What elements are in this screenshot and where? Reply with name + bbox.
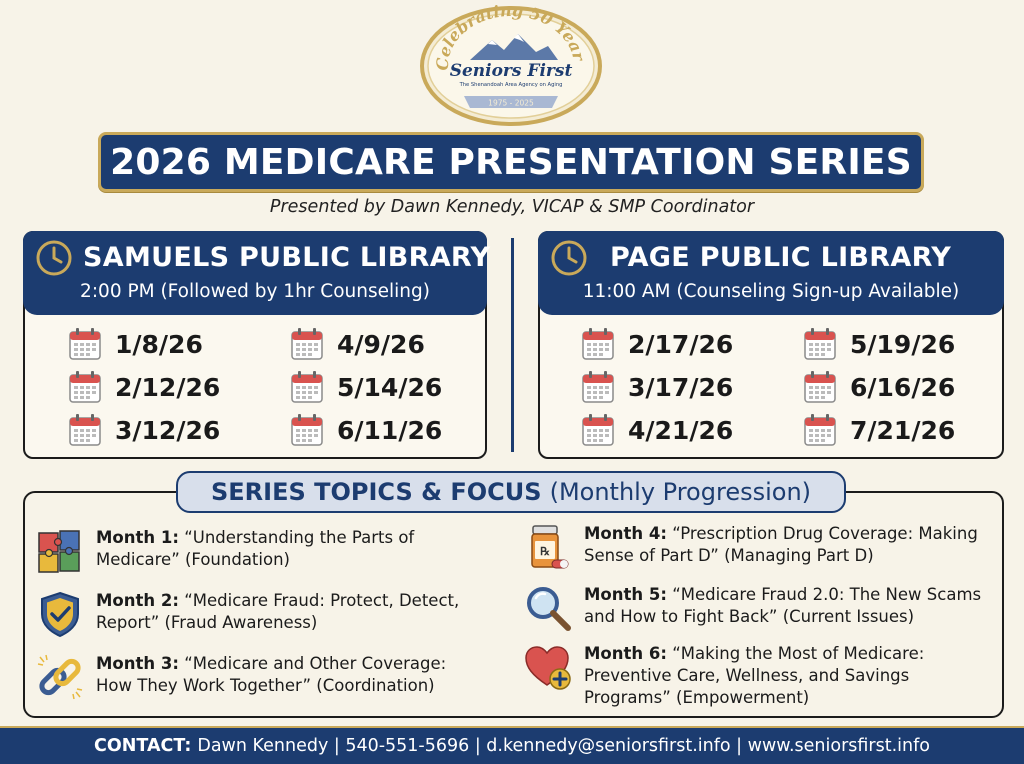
topics-heading-bold: SERIES TOPICS & FOCUS	[210, 478, 542, 506]
calendar-icon	[291, 328, 323, 360]
topic-text: “Medicare Fraud: Protect, Detect, Report…	[96, 591, 460, 632]
topic-month-label: Month 6:	[584, 644, 667, 663]
date-item: 1/8/26	[67, 325, 203, 363]
date-item: 5/19/26	[802, 325, 955, 363]
clock-icon	[551, 240, 587, 276]
calendar-icon	[69, 414, 101, 446]
contact-label: CONTACT:	[94, 736, 192, 756]
library-card-samuels: SAMUELS PUBLIC LIBRARY 2:00 PM (Followed…	[23, 231, 491, 459]
library-time: 2:00 PM (Followed by 1hr Counseling)	[80, 281, 430, 302]
date-item: 5/14/26	[289, 368, 442, 406]
calendar-icon	[804, 414, 836, 446]
library-name: SAMUELS PUBLIC LIBRARY	[83, 242, 491, 273]
chain-link-icon	[37, 654, 83, 700]
topics-heading: SERIES TOPICS & FOCUS (Monthly Progressi…	[176, 471, 846, 513]
presenter-subtitle: Presented by Dawn Kennedy, VICAP & SMP C…	[269, 197, 755, 217]
library-header: SAMUELS PUBLIC LIBRARY 2:00 PM (Followed…	[23, 231, 491, 315]
date-text: 4/21/26	[628, 415, 734, 445]
date-item: 4/9/26	[289, 325, 425, 363]
date-item: 2/12/26	[67, 368, 220, 406]
calendar-icon	[804, 371, 836, 403]
calendar-icon	[69, 328, 101, 360]
pill-bottle-icon: ℞	[531, 525, 569, 569]
date-text: 3/12/26	[115, 415, 221, 445]
title-banner: 2026 MEDICARE PRESENTATION SERIES	[98, 132, 924, 192]
topics-heading-regular: (Monthly Progression)	[549, 478, 812, 506]
contact-bar: CONTACT: Dawn Kennedy | 540-551-5696 | d…	[0, 726, 1024, 764]
calendar-icon	[582, 328, 614, 360]
calendar-icon	[291, 371, 323, 403]
date-item: 2/17/26	[580, 325, 733, 363]
logo-name: Seniors First	[450, 61, 573, 81]
library-name: PAGE PUBLIC LIBRARY	[610, 242, 952, 273]
logo-tagline: The Shenandoah Area Agency on Aging	[459, 82, 563, 88]
seniors-first-logo: Celebrating 50 Years Seniors First The S…	[418, 4, 604, 128]
calendar-icon	[69, 371, 101, 403]
date-item: 3/17/26	[580, 368, 733, 406]
date-item: 6/11/26	[289, 411, 442, 449]
topic-month-label: Month 3:	[96, 654, 179, 673]
page-title: 2026 MEDICARE PRESENTATION SERIES	[110, 141, 912, 183]
library-header: PAGE PUBLIC LIBRARY 11:00 AM (Counseling…	[538, 231, 1004, 315]
calendar-icon	[804, 328, 836, 360]
date-text: 5/14/26	[337, 372, 443, 402]
date-item: 3/12/26	[67, 411, 220, 449]
library-time: 11:00 AM (Counseling Sign-up Available)	[582, 281, 960, 302]
topic-text: “Prescription Drug Coverage: Making Sens…	[584, 524, 978, 565]
topics-panel	[23, 491, 1004, 718]
topic-text: “Medicare Fraud 2.0: The New Scams and H…	[584, 585, 982, 626]
date-list: 1/8/26 2/12/26 3/12/26 4/9/26 5/14/26 6/…	[25, 325, 485, 451]
date-text: 3/17/26	[628, 372, 734, 402]
topic-text: “Making the Most of Medicare: Preventive…	[584, 644, 925, 707]
calendar-icon	[582, 414, 614, 446]
date-text: 7/21/26	[850, 415, 956, 445]
topic-text: “Medicare and Other Coverage: How They W…	[96, 654, 447, 695]
topic-month-label: Month 5:	[584, 585, 667, 604]
date-item: 6/16/26	[802, 368, 955, 406]
date-text: 2/17/26	[628, 329, 734, 359]
date-text: 6/11/26	[337, 415, 443, 445]
library-card-page: PAGE PUBLIC LIBRARY 11:00 AM (Counseling…	[538, 231, 1004, 459]
shield-check-icon	[41, 591, 79, 638]
topic-month-label: Month 2:	[96, 591, 179, 610]
calendar-icon	[291, 414, 323, 446]
date-text: 2/12/26	[115, 372, 221, 402]
date-list: 2/17/26 3/17/26 4/21/26 5/19/26 6/16/26 …	[540, 325, 1002, 451]
contact-text: Dawn Kennedy | 540-551-5696 | d.kennedy@…	[197, 736, 930, 756]
date-item: 7/21/26	[802, 411, 955, 449]
date-text: 1/8/26	[115, 329, 203, 359]
date-item: 4/21/26	[580, 411, 733, 449]
column-divider	[511, 238, 514, 452]
topic-month-label: Month 4:	[584, 524, 667, 543]
logo-years: 1975 - 2025	[488, 99, 534, 108]
svg-text:℞: ℞	[540, 545, 550, 558]
topic-month-label: Month 1:	[96, 528, 179, 547]
date-text: 4/9/26	[337, 329, 425, 359]
calendar-icon	[582, 371, 614, 403]
topic-text: “Understanding the Parts of Medicare” (F…	[96, 528, 415, 569]
magnifier-icon	[527, 587, 571, 631]
date-text: 5/19/26	[850, 329, 956, 359]
date-text: 6/16/26	[850, 372, 956, 402]
clock-icon	[36, 240, 72, 276]
puzzle-icon	[38, 530, 80, 573]
heart-plus-icon	[525, 646, 571, 690]
